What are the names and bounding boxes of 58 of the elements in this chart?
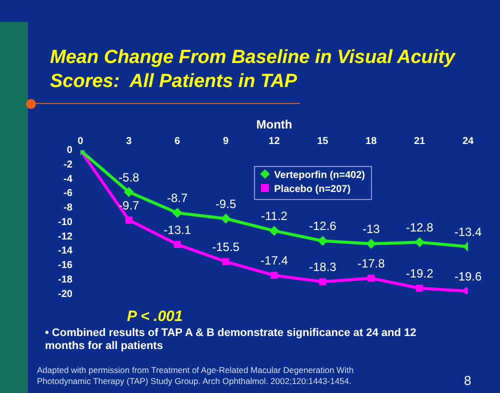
x-tick-label: 0 — [78, 136, 84, 148]
x-tick-label: 3 — [126, 136, 132, 148]
data-label: -19.6 — [454, 269, 482, 284]
data-label: -13.4 — [454, 224, 482, 239]
chart-title: Mean Change From Baseline in Visual Acuity Scores: All Patients in TAP — [50, 46, 457, 94]
data-label: -8.7 — [166, 191, 188, 206]
y-tick-label: -2 — [64, 160, 73, 171]
data-label: -18.3 — [308, 260, 337, 274]
point — [174, 240, 181, 248]
y-tick-label: -12 — [58, 231, 73, 242]
point — [269, 226, 280, 236]
y-tick-label: -18 — [58, 274, 73, 286]
y-tick-label: -16 — [58, 260, 73, 272]
x-tick-label: 15 — [317, 136, 329, 148]
data-label: -17.8 — [357, 256, 386, 271]
data-label: -9.5 — [215, 196, 236, 211]
data-label: -13 — [362, 222, 380, 236]
point — [125, 216, 132, 224]
text: 8 — [464, 373, 472, 388]
data-label: -19.2 — [406, 266, 434, 281]
point — [270, 272, 278, 279]
x-tick-label: 21 — [414, 136, 426, 148]
point — [220, 214, 231, 224]
point — [319, 278, 326, 286]
y-tick-label: -6 — [64, 188, 73, 200]
y-tick-label: -8 — [64, 202, 73, 214]
data-label: -17.4 — [260, 254, 288, 268]
x-axis-title: Month — [256, 118, 292, 132]
y-tick-label: -4 — [64, 174, 73, 185]
data-label: -15.5 — [212, 240, 240, 254]
data-label: -12.6 — [308, 219, 337, 234]
x-tick-label: 18 — [366, 136, 378, 148]
data-label: -12.8 — [406, 220, 434, 235]
x-tick-label: 12 — [268, 136, 280, 148]
y-tick-label: 0 — [66, 145, 73, 156]
legend-label: Placebo (n=207) — [273, 183, 352, 197]
point — [124, 187, 134, 198]
point — [222, 258, 230, 266]
point — [416, 284, 424, 292]
data-label: -9.7 — [118, 198, 140, 212]
x-tick-label: 24 — [462, 136, 474, 148]
legend-label: Verteporfin (n=402) — [273, 169, 365, 183]
point — [172, 208, 182, 218]
data-label: -13.1 — [164, 222, 192, 237]
point — [368, 274, 375, 282]
text: P < .001 — [127, 308, 183, 325]
data-label: -11.2 — [260, 209, 288, 224]
x-tick-label: 9 — [223, 136, 229, 148]
text: Adapted with permission from Treatment of Age-Related Macular Degeneration With Photodynamic Therapy (TAP) Study Group. Arch Ophthalmol. 2002;120:1443-1454. — [37, 365, 355, 387]
data-label: -5.8 — [118, 170, 140, 184]
text: • Combined results of TAP A & B demonstrate significance at 24 and 12 months for all patients — [45, 327, 418, 353]
point — [414, 237, 425, 248]
point — [366, 238, 376, 249]
y-tick-label: -10 — [58, 216, 73, 228]
x-tick-label: 6 — [174, 136, 181, 148]
point — [318, 236, 328, 246]
y-tick-label: -14 — [58, 246, 73, 257]
y-tick-label: -20 — [58, 288, 73, 300]
